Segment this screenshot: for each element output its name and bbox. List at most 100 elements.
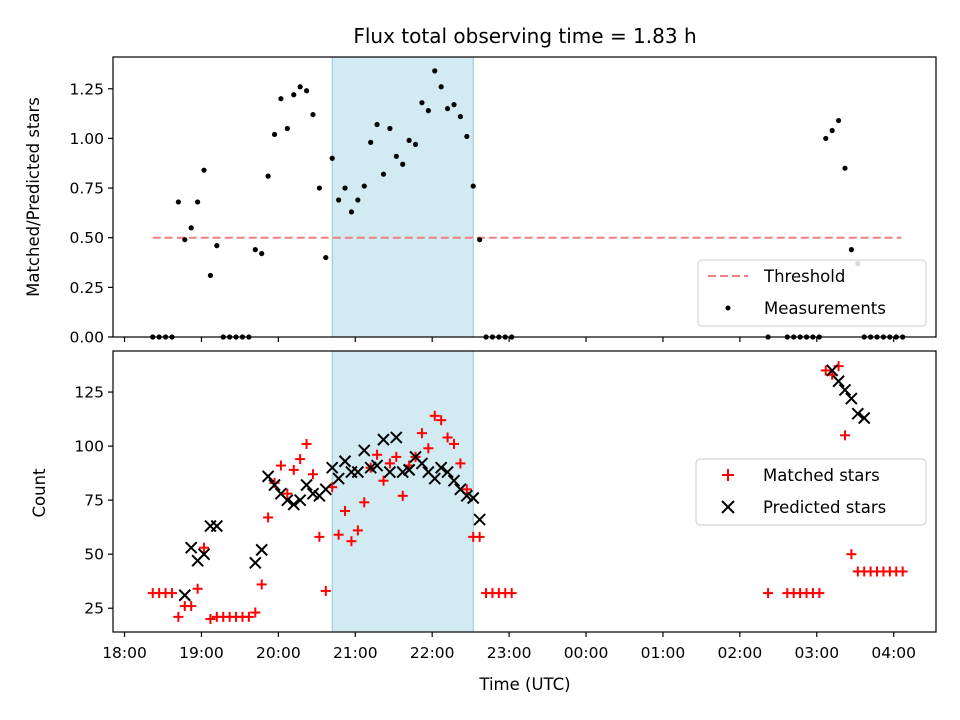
predicted-star-point xyxy=(268,478,281,492)
matched-star-point xyxy=(263,512,274,523)
measurement-point xyxy=(188,225,194,231)
predicted-star-point xyxy=(467,491,480,505)
x-tick-label: 22:00 xyxy=(410,644,455,662)
legend-measurements-label: Measurements xyxy=(764,299,886,318)
legend-measurements-swatch xyxy=(725,305,731,311)
count-axes-frame xyxy=(112,350,937,633)
measurement-point xyxy=(291,92,297,98)
matched-star-point xyxy=(897,566,908,577)
count-y-axis-label: Count xyxy=(30,468,49,518)
x-tick-label: 03:00 xyxy=(794,644,839,662)
count-y-tick-label: 25 xyxy=(84,600,104,618)
measurement-point xyxy=(265,173,271,179)
measurement-point xyxy=(444,106,451,112)
matched-star-point xyxy=(461,484,472,495)
predicted-star-point xyxy=(441,465,454,479)
measurement-point xyxy=(464,133,470,140)
matched-star-point xyxy=(359,497,370,508)
matched-star-point xyxy=(275,460,286,471)
predicted-star-point xyxy=(210,519,224,533)
measurement-point xyxy=(252,247,258,253)
measurement-point xyxy=(419,100,425,106)
matched-star-point xyxy=(763,588,774,599)
count-x-ticks: 18:00 19:00 20:00 21:00 22:00 23:00 00:00 01:00… xyxy=(102,632,916,662)
matched-star-point xyxy=(397,490,408,501)
matched-star-point xyxy=(192,583,203,594)
x-tick-label: 04:00 xyxy=(871,644,916,662)
matched-star-point xyxy=(166,588,177,599)
ratio-y-ticks: 0.00 0.25 0.50 0.75 1.00 1.25 xyxy=(69,80,113,347)
measurement-point xyxy=(195,199,201,205)
predicted-star-point xyxy=(825,364,839,377)
ratio-legend-box xyxy=(697,259,927,327)
predicted-star-point xyxy=(851,407,865,420)
count-y-ticks: 25 50 75 100 125 xyxy=(74,384,113,618)
measurement-point xyxy=(848,247,854,253)
measurement-point xyxy=(214,243,220,249)
measurement-point xyxy=(406,137,412,144)
matched-star-point xyxy=(301,438,312,449)
predicted-star-points xyxy=(178,364,871,602)
predicted-star-point xyxy=(845,392,858,405)
predicted-star-point xyxy=(351,465,365,479)
predicted-star-point xyxy=(319,483,333,496)
matched-star-point xyxy=(423,443,434,454)
predicted-star-point xyxy=(473,513,486,526)
predicted-star-point xyxy=(261,470,275,483)
measurement-point xyxy=(361,183,367,189)
measurement-point xyxy=(374,121,380,128)
matched-star-point xyxy=(352,525,363,536)
predicted-star-point xyxy=(447,474,461,487)
predicted-star-point xyxy=(249,556,262,570)
predicted-star-point xyxy=(293,493,307,507)
count-y-tick-label: 125 xyxy=(74,384,104,402)
matched-star-point xyxy=(442,432,453,443)
predicted-star-point xyxy=(402,463,416,477)
matched-star-point xyxy=(820,365,831,376)
matched-star-point xyxy=(429,410,440,421)
matched-star-point xyxy=(416,428,427,439)
count-panel: 25 50 75 100 125 18:00 19:00 20:00 21:00 22:00 23… xyxy=(30,350,937,694)
predicted-star-point xyxy=(281,493,294,507)
measurement-point xyxy=(259,250,265,257)
measurement-point xyxy=(278,96,284,102)
measurement-point xyxy=(412,141,419,147)
measurement-point xyxy=(425,108,431,114)
matched-star-point xyxy=(307,469,318,480)
ratio-x-ticks xyxy=(123,337,895,342)
x-tick-label: 23:00 xyxy=(487,644,532,662)
ratio-y-tick-label: 0.75 xyxy=(69,180,104,198)
ratio-axes-frame xyxy=(112,56,937,338)
measurement-point xyxy=(477,237,483,243)
matched-star-point xyxy=(186,601,197,612)
matched-star-point xyxy=(346,536,357,547)
measurement-point xyxy=(470,183,476,189)
measurement-point xyxy=(207,272,214,279)
legend-matched-swatch xyxy=(722,469,734,481)
matched-star-point xyxy=(474,531,485,542)
ratio-panel: 0.00 0.25 0.50 0.75 1.00 1.25 Matched/Predict… xyxy=(24,56,937,347)
matched-star-point xyxy=(243,611,254,622)
matched-star-point xyxy=(256,579,267,590)
x-tick-label: 18:00 xyxy=(102,644,147,662)
observing-window-shade xyxy=(331,56,474,338)
matched-star-point xyxy=(378,475,389,486)
count-legend: Matched stars Predicted stars xyxy=(695,458,927,526)
predicted-star-point xyxy=(326,461,339,474)
measurement-point xyxy=(387,125,393,132)
measurement-point xyxy=(297,84,303,90)
matched-star-point xyxy=(846,549,857,560)
x-tick-label: 02:00 xyxy=(718,644,763,662)
count-legend-box xyxy=(695,458,927,526)
x-tick-label: 00:00 xyxy=(564,644,609,662)
x-tick-label: 21:00 xyxy=(333,644,378,662)
measurement-point xyxy=(348,209,355,215)
measurement-point xyxy=(271,131,278,138)
predicted-star-point xyxy=(287,498,300,511)
measurement-point xyxy=(336,197,342,203)
matched-star-point xyxy=(448,438,459,449)
predicted-star-point xyxy=(838,383,852,397)
x-tick-label: 20:00 xyxy=(256,644,301,662)
